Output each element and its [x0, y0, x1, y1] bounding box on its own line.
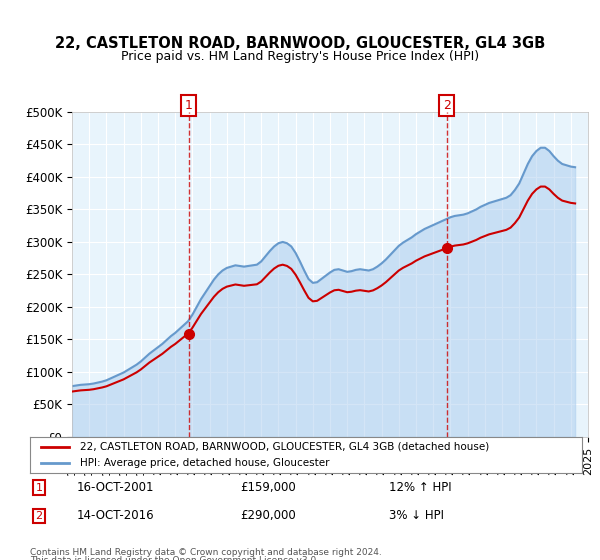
- Text: 1: 1: [35, 483, 43, 493]
- Text: 2: 2: [443, 99, 451, 112]
- Text: 22, CASTLETON ROAD, BARNWOOD, GLOUCESTER, GL4 3GB (detached house): 22, CASTLETON ROAD, BARNWOOD, GLOUCESTER…: [80, 442, 489, 452]
- Text: 16-OCT-2001: 16-OCT-2001: [77, 481, 154, 494]
- Text: 14-OCT-2016: 14-OCT-2016: [77, 510, 155, 522]
- Text: This data is licensed under the Open Government Licence v3.0.: This data is licensed under the Open Gov…: [30, 556, 319, 560]
- Text: £290,000: £290,000: [240, 510, 296, 522]
- Text: HPI: Average price, detached house, Gloucester: HPI: Average price, detached house, Glou…: [80, 458, 329, 468]
- Text: 22, CASTLETON ROAD, BARNWOOD, GLOUCESTER, GL4 3GB: 22, CASTLETON ROAD, BARNWOOD, GLOUCESTER…: [55, 36, 545, 52]
- Text: 1: 1: [185, 99, 193, 112]
- Text: Contains HM Land Registry data © Crown copyright and database right 2024.: Contains HM Land Registry data © Crown c…: [30, 548, 382, 557]
- Text: 3% ↓ HPI: 3% ↓ HPI: [389, 510, 444, 522]
- Text: 12% ↑ HPI: 12% ↑ HPI: [389, 481, 451, 494]
- Text: £159,000: £159,000: [240, 481, 296, 494]
- Text: Price paid vs. HM Land Registry's House Price Index (HPI): Price paid vs. HM Land Registry's House …: [121, 50, 479, 63]
- Text: 2: 2: [35, 511, 43, 521]
